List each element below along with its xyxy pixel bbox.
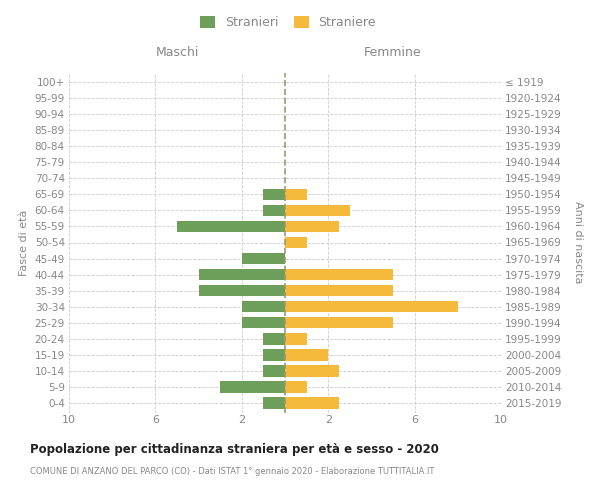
Y-axis label: Anni di nascita: Anni di nascita [573,201,583,283]
Bar [220,381,285,392]
Bar [263,333,285,344]
Bar [263,365,285,376]
Text: Femmine: Femmine [364,46,422,59]
Bar [263,397,285,408]
Bar [263,188,285,200]
Bar [285,269,393,280]
Bar [263,349,285,360]
Text: COMUNE DI ANZANO DEL PARCO (CO) - Dati ISTAT 1° gennaio 2020 - Elaborazione TUTT: COMUNE DI ANZANO DEL PARCO (CO) - Dati I… [30,468,434,476]
Bar [242,253,285,264]
Bar [285,381,307,392]
Bar [199,269,285,280]
Text: Maschi: Maschi [155,46,199,59]
Bar [285,220,339,232]
Bar [285,349,328,360]
Bar [285,204,350,216]
Bar [263,204,285,216]
Bar [285,301,458,312]
Bar [285,188,307,200]
Text: Popolazione per cittadinanza straniera per età e sesso - 2020: Popolazione per cittadinanza straniera p… [30,442,439,456]
Y-axis label: Fasce di età: Fasce di età [19,210,29,276]
Bar [285,317,393,328]
Bar [285,333,307,344]
Bar [199,285,285,296]
Bar [177,220,285,232]
Bar [242,317,285,328]
Bar [242,301,285,312]
Bar [285,236,307,248]
Bar [285,365,339,376]
Legend: Stranieri, Straniere: Stranieri, Straniere [200,16,376,29]
Bar [285,397,339,408]
Bar [285,285,393,296]
